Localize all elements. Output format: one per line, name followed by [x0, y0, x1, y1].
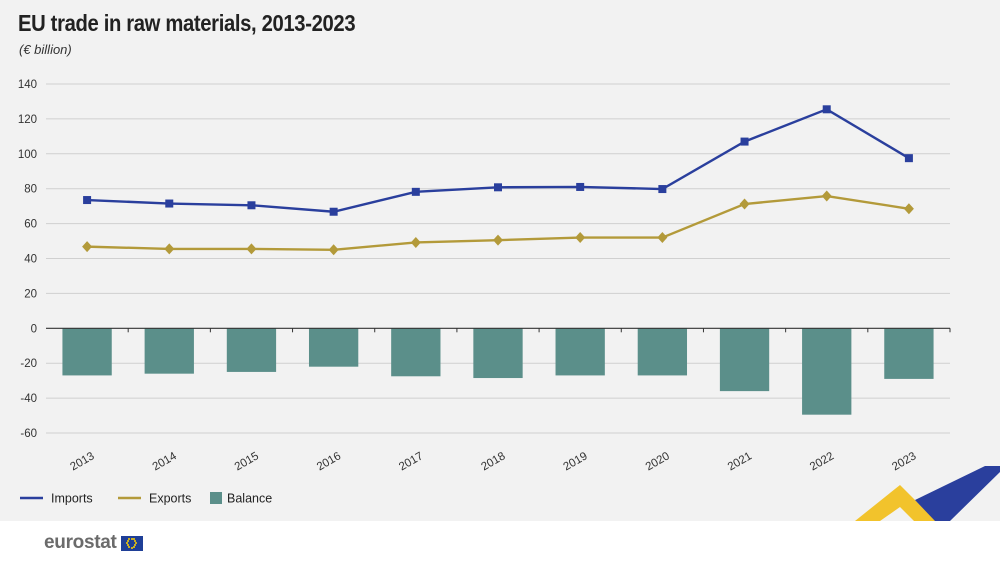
y-tick-label: -40 [20, 393, 37, 405]
exports-marker [493, 234, 503, 246]
x-tick-label: 2019 [562, 450, 590, 473]
footer: eurostat [0, 521, 1000, 562]
eu-star-icon [132, 545, 135, 548]
exports-marker [821, 190, 832, 202]
x-tick-label: 2014 [151, 450, 180, 473]
x-tick-label: 2017 [397, 450, 425, 473]
exports-marker [575, 232, 586, 244]
balance-bar [391, 328, 441, 377]
logo-text: eurostat [44, 532, 117, 553]
eu-star-icon [126, 544, 129, 547]
y-tick-label: -60 [20, 428, 37, 440]
x-tick-label: 2018 [479, 450, 507, 473]
eu-star-icon [126, 539, 129, 542]
eu-star-icon [134, 544, 137, 547]
y-tick-label: 80 [24, 184, 37, 196]
gridlines [46, 83, 950, 434]
imports-line [87, 107, 910, 213]
imports-marker [822, 105, 831, 114]
y-tick-label: 140 [18, 79, 37, 91]
eurostat-logo: eurostat [44, 532, 143, 554]
eu-star-icon [135, 542, 138, 544]
imports-marker [740, 137, 749, 146]
x-axis-ticks: 2013 2014 2015 2016 2017 2018 2019 2020 2021 2022… [68, 450, 918, 473]
chevron-yellow [855, 485, 936, 521]
imports-marker [411, 187, 420, 196]
balance-bar [884, 328, 934, 379]
y-tick-label: 60 [24, 219, 37, 231]
imports-marker [904, 154, 913, 163]
imports-marker [329, 207, 338, 216]
eu-flag-icon [120, 535, 143, 551]
imports-marker [494, 183, 502, 192]
eu-star-icon [126, 542, 129, 544]
chart-title: EU trade in raw materials, 2013-2023 [18, 10, 356, 36]
x-tick-label: 2022 [808, 450, 836, 473]
balance-bar [637, 328, 688, 376]
y-tick-label: 100 [18, 149, 37, 161]
balance-bar [226, 328, 277, 372]
decorative-chevron-icon [855, 466, 1000, 521]
y-axis-ticks: 140 120 100 80 60 40 20 0 -20 -40 -60 [18, 79, 37, 440]
imports-marker [165, 199, 174, 208]
exports-marker [903, 203, 914, 215]
imports-marker [247, 201, 256, 210]
x-tick-label: 2013 [68, 450, 96, 473]
eu-star-icon [128, 538, 131, 541]
chevron-blue [915, 466, 1000, 521]
legend-label: Exports [149, 492, 191, 506]
chart-subtitle: (€ billion) [19, 42, 72, 57]
series-lines [82, 105, 914, 256]
legend-label: Balance [227, 492, 272, 506]
y-tick-label: 20 [24, 288, 37, 300]
x-tick-label: 2015 [233, 450, 261, 473]
zero-axis [46, 327, 951, 333]
x-tick-label: 2021 [726, 450, 754, 473]
exports-marker [328, 244, 339, 256]
exports-marker [164, 243, 175, 255]
imports-marker [658, 185, 667, 194]
eu-star-icon [130, 546, 133, 549]
imports-marker [576, 182, 585, 191]
y-tick-label: 40 [24, 254, 37, 266]
x-tick-label: 2023 [890, 450, 918, 473]
y-tick-label: 120 [18, 114, 37, 126]
y-tick-label: 0 [31, 323, 37, 335]
balance-bars [62, 328, 934, 415]
imports-marker [83, 196, 92, 205]
x-tick-label: 2016 [315, 450, 343, 473]
exports-marker [739, 198, 750, 210]
legend-swatch [210, 492, 222, 504]
chart: 140 120 100 80 60 40 20 0 -20 -40 -60 2013 2014 2015… [18, 79, 1000, 521]
eu-star-icon [128, 545, 131, 548]
legend: Imports Exports Balance [20, 492, 272, 506]
y-tick-label: -20 [20, 358, 37, 370]
balance-bar [62, 328, 112, 376]
eu-star-icon [130, 537, 133, 540]
exports-marker [410, 236, 421, 248]
balance-bar [802, 328, 852, 415]
eu-star-icon [132, 538, 135, 541]
balance-bar [144, 328, 194, 374]
balance-bar [308, 328, 359, 367]
balance-bar [719, 328, 770, 392]
legend-label: Imports [51, 492, 93, 506]
balance-bar [473, 328, 523, 379]
exports-marker [82, 241, 93, 253]
exports-marker [246, 243, 257, 255]
eu-star-icon [134, 539, 137, 542]
balance-bar [555, 328, 605, 376]
x-tick-label: 2020 [644, 450, 672, 473]
exports-marker [657, 232, 668, 244]
